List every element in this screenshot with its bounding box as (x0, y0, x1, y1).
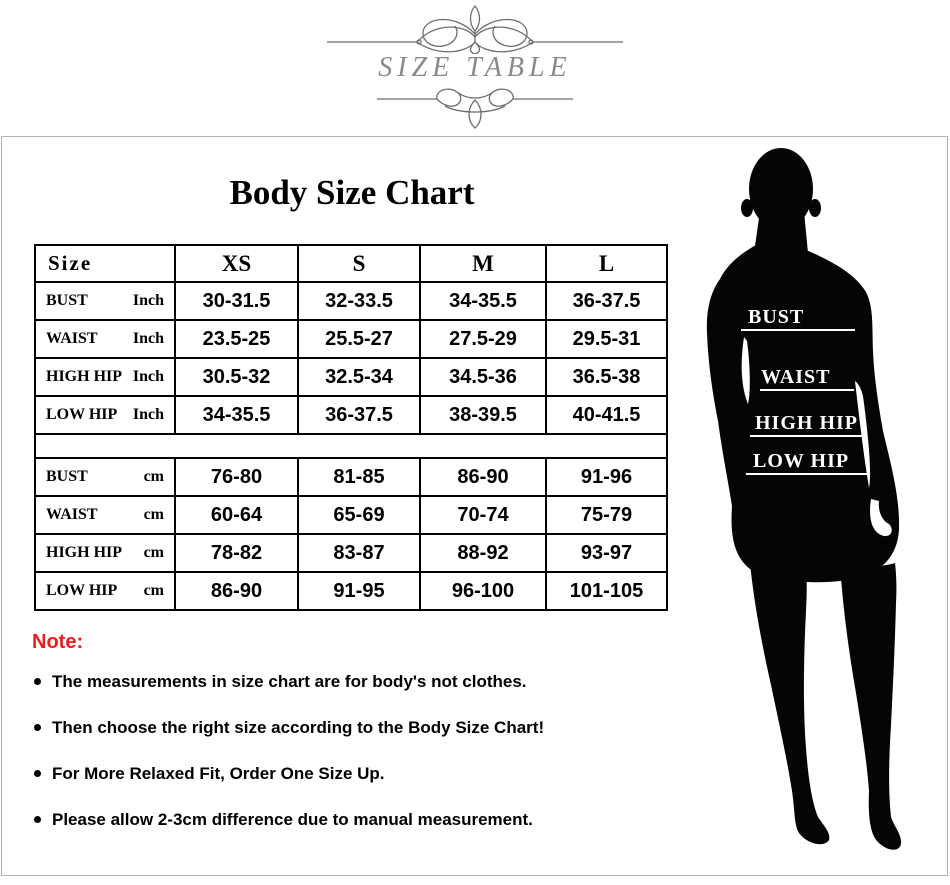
spacer-row (34, 433, 668, 459)
woman-silhouette-icon (706, 148, 902, 850)
cell-value: 36-37.5 (545, 281, 668, 321)
figure-label-waist: WAIST (760, 367, 854, 391)
cell-value: 91-95 (297, 571, 421, 611)
table-row-waist-cm: WAIST cm 60-64 65-69 70-74 75-79 (34, 495, 668, 535)
row-unit: Inch (132, 406, 164, 423)
table-row-bust-inch: BUST Inch 30-31.5 32-33.5 34-35.5 36-37.… (34, 281, 668, 321)
size-header-cell: Size (34, 244, 176, 283)
column-header-m: M (419, 244, 547, 283)
figure-label-low-hip: LOW HIP (746, 451, 868, 475)
figure-label-high-hip: HIGH HIP (750, 413, 863, 437)
content-box: Body Size Chart Size XS S M L BUST Inch … (1, 136, 948, 876)
bullet-icon (34, 816, 41, 823)
note-text: Then choose the right size according to … (52, 718, 545, 737)
row-unit: cm (143, 582, 164, 599)
cell-value: 75-79 (545, 495, 668, 535)
bullet-icon (34, 678, 41, 685)
banner: SIZE TABLE (0, 0, 950, 135)
cell-value: 65-69 (297, 495, 421, 535)
bullet-icon (34, 770, 41, 777)
cell-value: 40-41.5 (545, 395, 668, 435)
column-header-l: L (545, 244, 668, 283)
notes-section: Note: The measurements in size chart are… (32, 631, 632, 856)
row-unit: Inch (132, 292, 164, 309)
cell-value: 30.5-32 (174, 357, 299, 397)
cell-value: 86-90 (174, 571, 299, 611)
table-row-lowhip-inch: LOW HIP Inch 34-35.5 36-37.5 38-39.5 40-… (34, 395, 668, 435)
row-unit: cm (143, 506, 164, 523)
cell-value: 32.5-34 (297, 357, 421, 397)
cell-value: 32-33.5 (297, 281, 421, 321)
cell-value: 34.5-36 (419, 357, 547, 397)
row-unit: cm (143, 544, 164, 561)
flourish-bottom-icon (377, 88, 573, 129)
note-text: Please allow 2-3cm difference due to man… (52, 810, 533, 829)
cell-value: 96-100 (419, 571, 547, 611)
banner-title: SIZE TABLE (378, 52, 572, 83)
table-row-bust-cm: BUST cm 76-80 81-85 86-90 91-96 (34, 457, 668, 497)
row-label: LOW HIP (46, 406, 118, 423)
cell-value: 29.5-31 (545, 319, 668, 359)
cell-value: 91-96 (545, 457, 668, 497)
cell-value: 27.5-29 (419, 319, 547, 359)
note-heading: Note: (32, 631, 84, 653)
page-title: Body Size Chart (229, 173, 475, 212)
note-item: The measurements in size chart are for b… (32, 672, 632, 691)
note-item: Please allow 2-3cm difference due to man… (32, 810, 632, 829)
cell-value: 30-31.5 (174, 281, 299, 321)
table-header-row: Size XS S M L (34, 244, 668, 283)
note-text: For More Relaxed Fit, Order One Size Up. (52, 764, 385, 783)
cell-value: 34-35.5 (419, 281, 547, 321)
cell-value: 36.5-38 (545, 357, 668, 397)
cell-value: 83-87 (297, 533, 421, 573)
cell-value: 38-39.5 (419, 395, 547, 435)
cell-value: 86-90 (419, 457, 547, 497)
table-row-waist-inch: WAIST Inch 23.5-25 25.5-27 27.5-29 29.5-… (34, 319, 668, 359)
row-label: HIGH HIP (46, 368, 123, 385)
row-label: BUST (46, 292, 88, 309)
cell-value: 23.5-25 (174, 319, 299, 359)
row-label: WAIST (46, 330, 98, 347)
figure-label-bust: BUST (741, 307, 855, 331)
cell-value: 101-105 (545, 571, 668, 611)
column-header-xs: XS (174, 244, 299, 283)
cell-value: 36-37.5 (297, 395, 421, 435)
row-label: WAIST (46, 506, 98, 523)
row-unit: Inch (132, 330, 164, 347)
cell-value: 88-92 (419, 533, 547, 573)
cell-value: 34-35.5 (174, 395, 299, 435)
cell-value: 60-64 (174, 495, 299, 535)
table-row-highhip-cm: HIGH HIP cm 78-82 83-87 88-92 93-97 (34, 533, 668, 573)
row-label: LOW HIP (46, 582, 118, 599)
body-size-table: Size XS S M L BUST Inch 30-31.5 32-33.5 … (34, 244, 668, 611)
row-label: HIGH HIP (46, 544, 123, 561)
column-header-s: S (297, 244, 421, 283)
note-item: Then choose the right size according to … (32, 718, 632, 737)
cell-value: 25.5-27 (297, 319, 421, 359)
cell-value: 70-74 (419, 495, 547, 535)
row-label: BUST (46, 468, 88, 485)
cell-value: 76-80 (174, 457, 299, 497)
row-unit: Inch (132, 368, 164, 385)
table-row-lowhip-cm: LOW HIP cm 86-90 91-95 96-100 101-105 (34, 571, 668, 611)
cell-value: 81-85 (297, 457, 421, 497)
bullet-icon (34, 724, 41, 731)
table-row-highhip-inch: HIGH HIP Inch 30.5-32 32.5-34 34.5-36 36… (34, 357, 668, 397)
note-item: For More Relaxed Fit, Order One Size Up. (32, 764, 632, 783)
cell-value: 93-97 (545, 533, 668, 573)
body-figure: BUST WAIST HIGH HIP LOW HIP (692, 141, 950, 871)
note-text: The measurements in size chart are for b… (52, 672, 527, 691)
row-unit: cm (143, 468, 164, 485)
flourish-top-icon (327, 5, 623, 54)
cell-value: 78-82 (174, 533, 299, 573)
